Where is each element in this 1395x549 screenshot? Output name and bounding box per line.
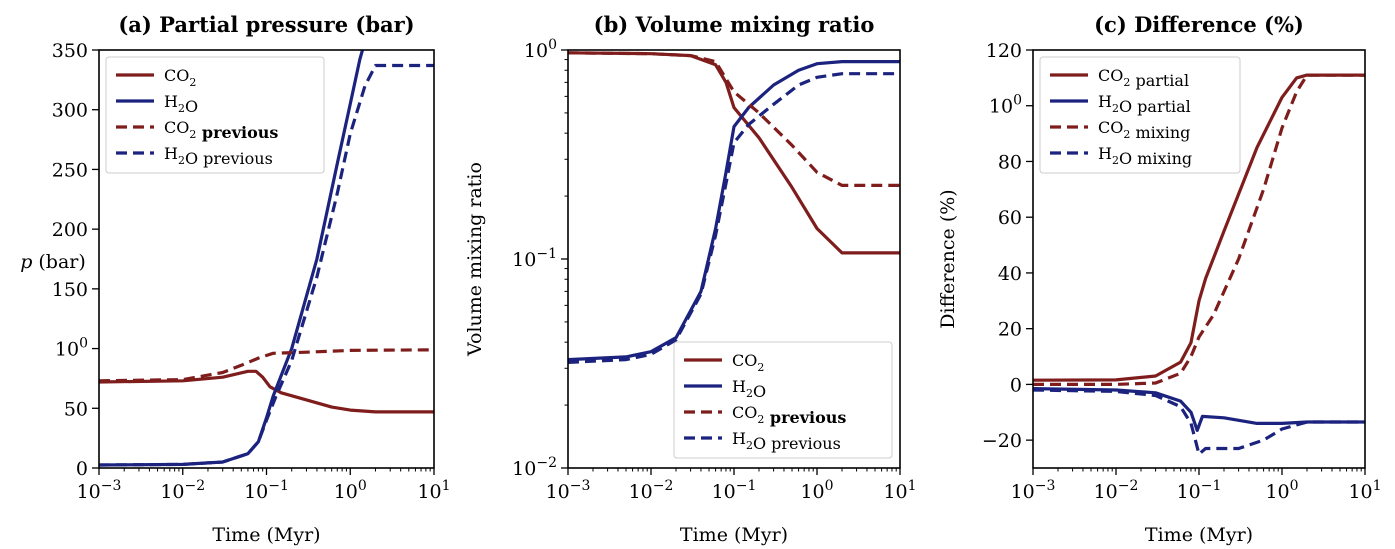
y-tick-label: 40	[998, 263, 1022, 285]
x-axis-label: Time (Myr)	[1145, 524, 1253, 546]
y-tick-label: 100	[524, 37, 557, 62]
legend-label: CO2 mixing	[1098, 118, 1190, 142]
y-axis-label: Volume mixing ratio	[464, 162, 486, 357]
legend-label: H2O previous	[732, 429, 841, 453]
x-tick-label: 100	[1265, 478, 1298, 503]
y-tick-label: 200	[52, 219, 88, 241]
series-line-3	[99, 63, 434, 467]
x-tick-label: 10−2	[1094, 478, 1139, 503]
series-line-2	[1033, 73, 1365, 386]
legend-frame	[673, 341, 893, 459]
y-tick-label: 0	[1010, 374, 1022, 396]
series-line-1	[568, 60, 900, 362]
legend-frame	[105, 56, 325, 174]
y-tick-label: 60	[998, 207, 1022, 229]
x-tick-label: 10−1	[1177, 478, 1222, 503]
y-tick-label: −20	[982, 430, 1022, 452]
y-tick-label: 300	[52, 100, 88, 122]
panel-c: (c) Difference (%) 10−3 10−2 10−1 100 101 −20 0…	[937, 12, 1382, 546]
y-tick-label: 10−2	[512, 455, 557, 480]
y-tick-label: 100	[55, 336, 88, 361]
y-tick-label: 150	[52, 279, 88, 301]
panel-title: (b) Volume mixing ratio	[594, 12, 875, 37]
y-tick-label: 350	[52, 40, 88, 62]
series-line-3	[1033, 388, 1365, 456]
series-line-3	[568, 72, 900, 364]
series-line-2	[99, 348, 434, 383]
legend-label: CO2 previous	[164, 118, 278, 142]
x-axis-label: Time (Myr)	[680, 524, 788, 546]
legend-label: CO2 partial	[1098, 66, 1189, 90]
legend-label: H2O	[164, 92, 198, 116]
legend-label: H2O mixing	[1098, 144, 1192, 168]
series-line-0	[568, 51, 900, 255]
y-tick-label: 50	[64, 398, 88, 420]
y-axis-label: Difference (%)	[937, 189, 959, 328]
x-tick-label: 101	[1348, 478, 1381, 503]
y-tick-label: 80	[998, 151, 1022, 173]
y-axis-label: p (bar)	[20, 251, 86, 273]
x-tick-label: 10−1	[712, 478, 757, 503]
legend-label: H2O	[732, 377, 766, 401]
legend-frame	[1039, 56, 1241, 174]
x-tick-label: 10−3	[77, 478, 122, 503]
legend-label: H2O partial	[1098, 92, 1191, 116]
x-tick-label: 10−1	[244, 478, 289, 503]
y-tick-label: 250	[52, 159, 88, 181]
panel-a: (a) Partial pressure (bar) 10−3 10−2 10−1 10…	[20, 12, 450, 546]
y-tick-label: 10−1	[512, 246, 557, 271]
x-tick-label: 101	[883, 478, 916, 503]
y-tick-label: 20	[998, 319, 1022, 341]
x-tick-label: 10−2	[629, 478, 674, 503]
legend-label: CO2	[164, 66, 196, 89]
panel-title: (a) Partial pressure (bar)	[118, 12, 414, 37]
x-tick-label: 101	[417, 478, 450, 503]
x-tick-label: 10−3	[546, 478, 591, 503]
x-tick-label: 10−2	[160, 478, 205, 503]
x-axis-label: Time (Myr)	[212, 524, 320, 546]
y-tick-label: 120	[986, 40, 1022, 62]
series-line-2	[568, 51, 900, 187]
y-tick-label: 0	[76, 458, 88, 480]
series-line-1	[1033, 387, 1365, 432]
legend-label: H2O previous	[164, 144, 273, 168]
x-tick-label: 100	[800, 478, 833, 503]
series-line-0	[99, 369, 434, 414]
series-line-0	[1033, 73, 1365, 382]
x-tick-label: 10−3	[1011, 478, 1056, 503]
legend-label: CO2	[732, 351, 764, 374]
y-tick-label: 100	[989, 93, 1022, 118]
x-tick-label: 100	[334, 478, 367, 503]
panel-title: (c) Difference (%)	[1094, 12, 1304, 37]
legend-label: CO2 previous	[732, 403, 846, 427]
